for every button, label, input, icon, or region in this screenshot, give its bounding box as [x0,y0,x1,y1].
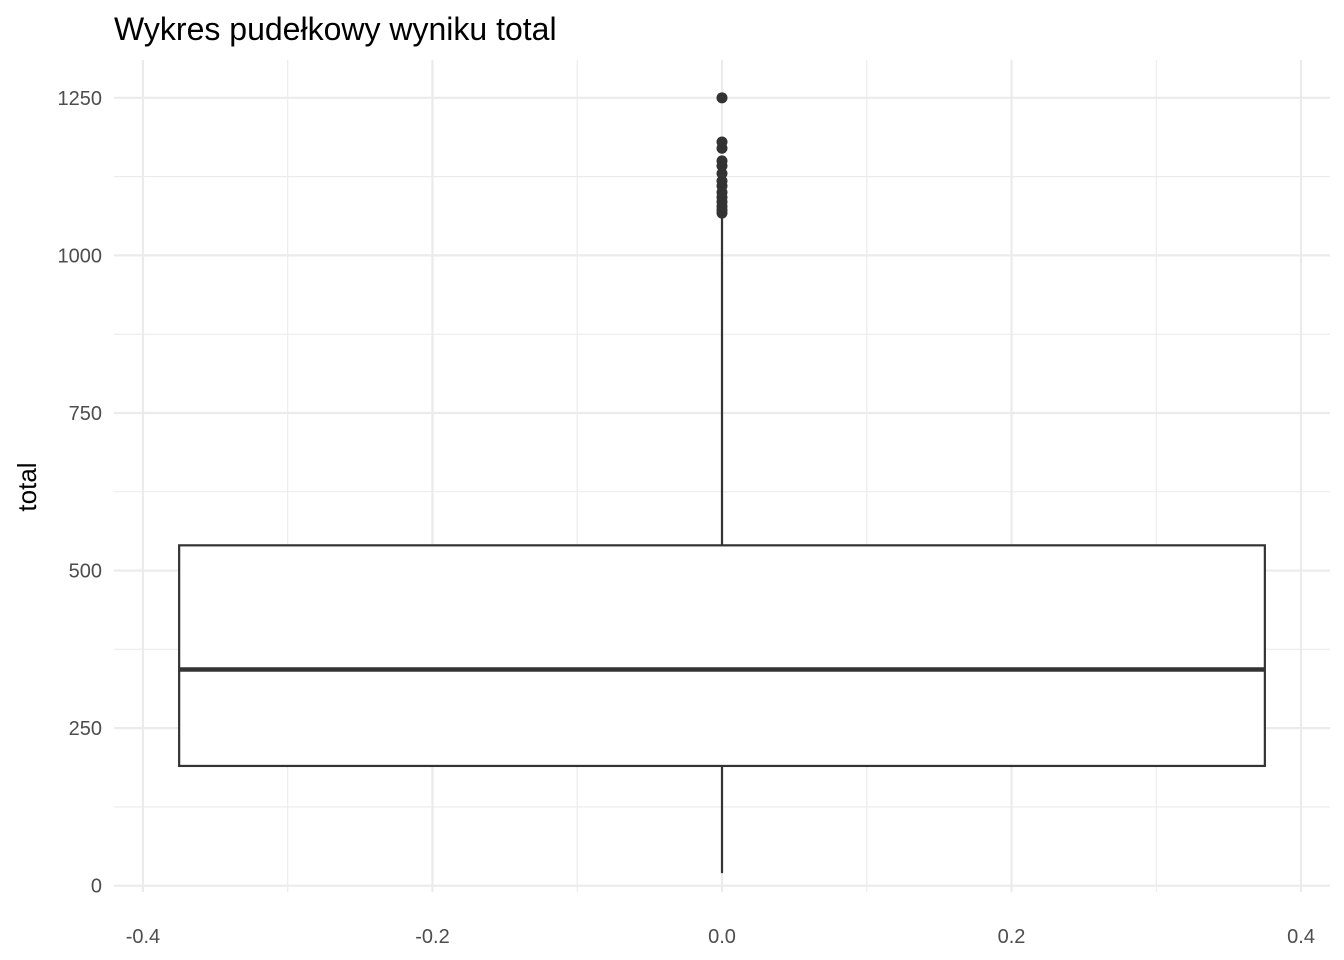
y-tick-label: 750 [69,403,102,425]
x-tick-label: -0.4 [126,926,160,948]
tick-labels: 0 250 500 750 1000 1250 -0.4 -0.2 0.0 0.2 0.4 [58,88,1315,948]
outlier-point [716,92,728,104]
iqr-box [178,544,1266,768]
y-tick-label: 250 [69,718,102,740]
outlier-point [716,136,728,148]
outlier-point [716,167,728,179]
y-tick-label: 500 [69,561,102,583]
x-tick-label: -0.2 [415,926,449,948]
chart-title: Wykres pudełkowy wyniku total [114,11,557,47]
outlier-point [716,155,728,167]
box-layer [178,216,1266,874]
y-tick-label: 0 [91,876,102,898]
outlier-point [716,175,728,187]
y-tick-label: 1250 [58,88,103,110]
x-tick-label: 0.2 [998,926,1026,948]
y-axis-title: total [12,462,42,511]
x-tick-label: 0.4 [1287,926,1315,948]
y-tick-label: 1000 [58,245,103,267]
outlier-points [716,92,728,219]
x-tick-label: 0.0 [708,926,736,948]
